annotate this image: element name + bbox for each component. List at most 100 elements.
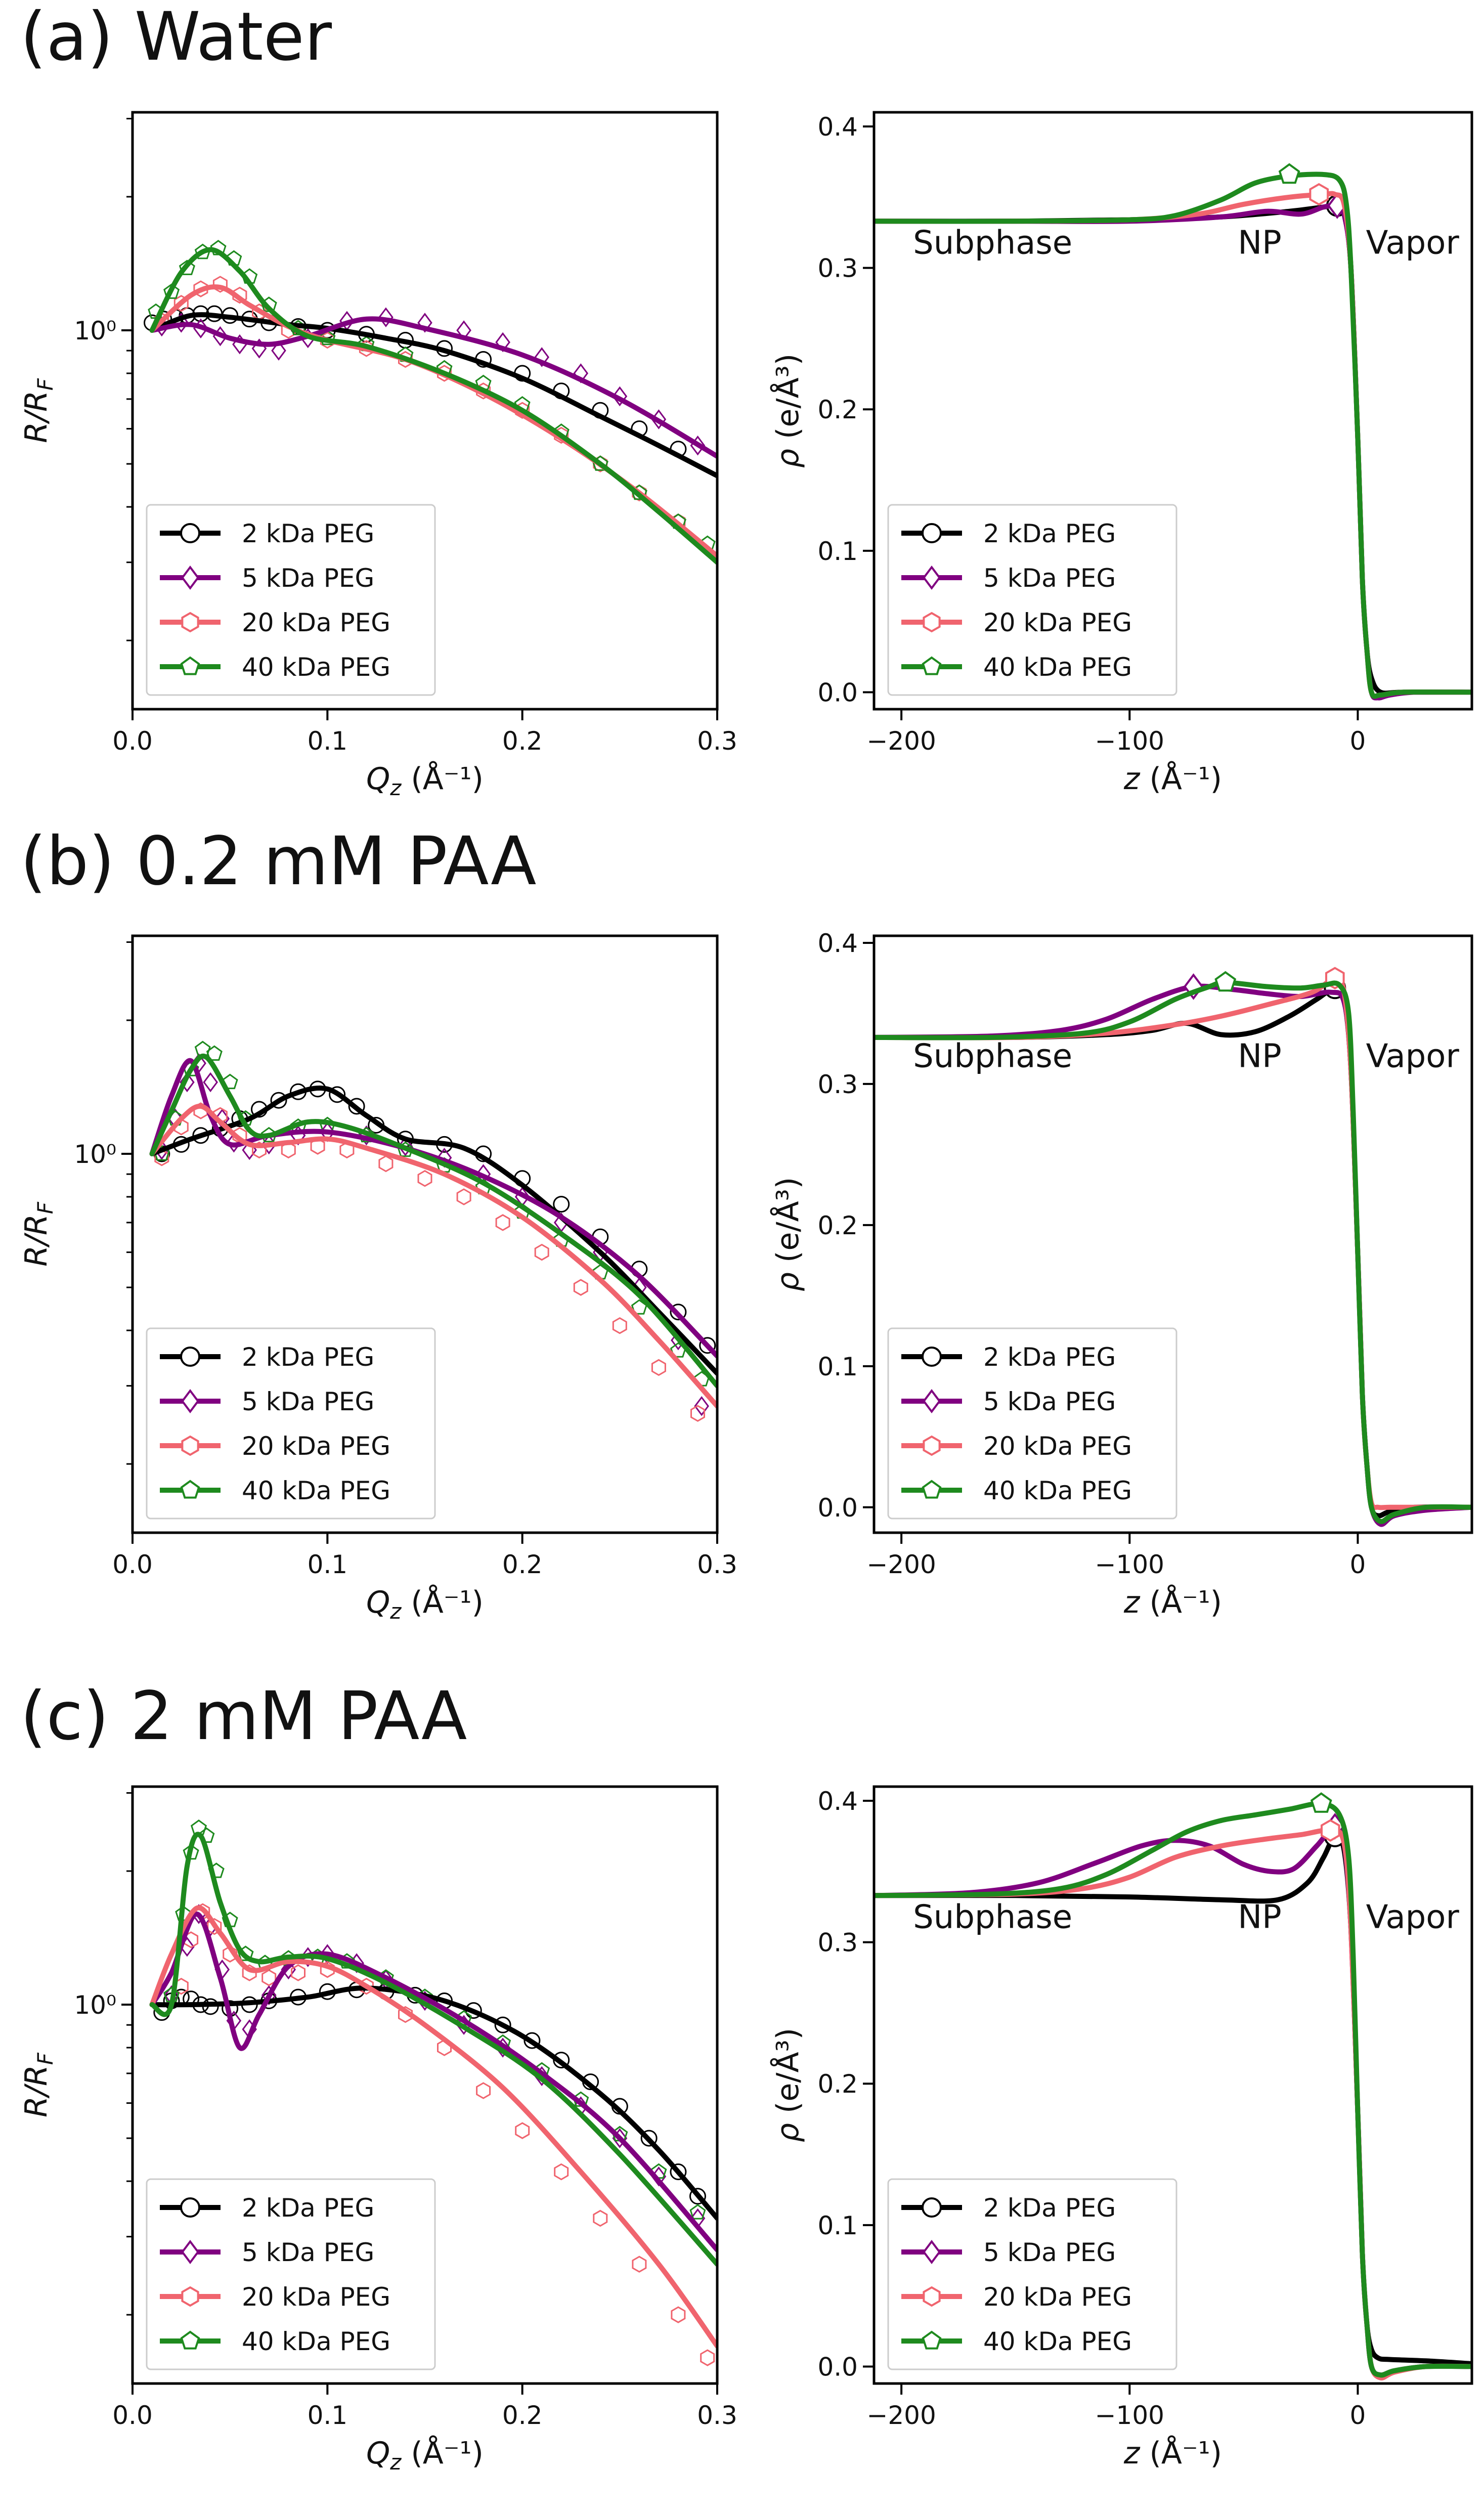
series-line-20-kda-peg	[149, 1103, 717, 1409]
data-point-2-kda-peg	[670, 1304, 687, 1321]
legend-marker-2-kda-peg	[922, 523, 942, 543]
data-point-20-kda-peg	[515, 2122, 530, 2139]
data-point-20-kda-peg	[573, 1279, 588, 1296]
x-tick-label: −100	[1095, 726, 1164, 756]
series-line-40-kda-peg	[874, 1801, 1472, 2378]
data-point-20-kda-peg	[291, 1964, 305, 1981]
x-tick-label: 0.0	[112, 1550, 153, 1579]
legend-label-40-kda-peg: 40 kDa PEG	[242, 2327, 390, 2356]
legend: 2 kDa PEG 5 kDa PEG 20 kDa PEG 40 kDa PEG	[887, 504, 1177, 696]
x-tick-label: 0.1	[308, 1550, 348, 1579]
chart-c-density: −200 −100 0 0.0 0.1 0.2 0.3 0.4 z (Å⁻¹) ρ (e/Å³) S…	[770, 1785, 1473, 2471]
x-tick-label: 0.2	[502, 1550, 543, 1579]
ticks: 0.0 0.1 0.2 0.3 10⁰	[74, 941, 737, 1579]
x-tick-label: −100	[1095, 2401, 1164, 2430]
data-point-20-kda-peg	[700, 2349, 715, 2366]
legend-box	[146, 504, 436, 696]
legend-label-5-kda-peg: 5 kDa PEG	[242, 1387, 374, 1416]
legend-marker-20-kda-peg	[923, 2286, 941, 2307]
data-point-20-kda-peg	[612, 1317, 627, 1334]
legend-marker-40-kda-peg	[180, 2330, 200, 2350]
legend-label-5-kda-peg: 5 kDa PEG	[242, 564, 374, 593]
x-tick-label: 0	[1350, 726, 1366, 756]
legend-marker-20-kda-peg	[181, 612, 199, 633]
data-point-20-kda-peg	[193, 280, 208, 297]
annotation-vapor: Vapor	[1366, 1899, 1460, 1936]
legend-label-40-kda-peg: 40 kDa PEG	[242, 1476, 390, 1505]
ticks: −200 −100 0 0.0 0.1 0.2 0.3 0.4	[817, 929, 1366, 1579]
legend-label-2-kda-peg: 2 kDa PEG	[242, 2193, 374, 2223]
data-point-2-kda-peg	[329, 1086, 346, 1103]
data-point-20-kda-peg	[476, 2082, 491, 2099]
legend-label-2-kda-peg: 2 kDa PEG	[983, 1342, 1116, 1372]
data-point-20-kda-peg	[671, 2306, 686, 2323]
legend-label-20-kda-peg: 20 kDa PEG	[983, 1432, 1132, 1461]
legend-label-2-kda-peg: 2 kDa PEG	[983, 519, 1116, 548]
annotation-vapor: Vapor	[1366, 1037, 1460, 1075]
legend-marker-5-kda-peg	[181, 2239, 199, 2265]
plot-area	[874, 1792, 1472, 2380]
plot-frame	[872, 1785, 1473, 2385]
legend-marker-20-kda-peg	[923, 612, 941, 633]
y-tick-label: 0.1	[817, 537, 858, 566]
data-point-2-kda-peg	[270, 1092, 287, 1109]
series-marker-40-kda-peg	[1310, 1792, 1332, 1813]
x-tick-label: 0	[1350, 1550, 1366, 1579]
data-point-20-kda-peg	[632, 2256, 647, 2273]
annotation-vapor: Vapor	[1366, 225, 1460, 262]
legend-label-2-kda-peg: 2 kDa PEG	[983, 2193, 1116, 2223]
data-point-20-kda-peg	[378, 1155, 394, 1173]
x-tick-label: 0.0	[112, 726, 153, 756]
legend-box	[146, 2178, 436, 2370]
data-point-2-kda-peg	[689, 2188, 706, 2205]
series-marker-20-kda-peg	[1309, 183, 1329, 206]
data-point-20-kda-peg	[651, 1359, 666, 1376]
annotation-np: NP	[1238, 225, 1281, 262]
legend: 2 kDa PEG 5 kDa PEG 20 kDa PEG 40 kDa PEG	[146, 2178, 436, 2370]
legend-marker-5-kda-peg	[923, 2239, 941, 2265]
legend-label-5-kda-peg: 5 kDa PEG	[242, 2238, 374, 2267]
legend-label-20-kda-peg: 20 kDa PEG	[242, 1432, 390, 1461]
x-tick-label: 0	[1350, 2401, 1366, 2430]
legend-marker-40-kda-peg	[922, 1480, 942, 1499]
x-tick-label: 0.3	[697, 1550, 737, 1579]
data-point-5-kda-peg	[398, 1136, 413, 1156]
series-line-5-kda-peg	[149, 1058, 717, 1359]
y-tick-label: 10⁰	[74, 1140, 116, 1169]
legend-label-5-kda-peg: 5 kDa PEG	[983, 1387, 1116, 1416]
x-axis-label: z (Å⁻¹)	[1123, 2435, 1222, 2471]
y-tick-label: 0.1	[817, 2211, 858, 2240]
data-point-20-kda-peg	[281, 1141, 296, 1159]
data-point-5-kda-peg	[534, 347, 549, 367]
series-line-5-kda-peg	[149, 316, 717, 459]
data-point-20-kda-peg	[495, 1214, 510, 1231]
data-point-20-kda-peg	[207, 1918, 222, 1935]
y-axis-label: R/RF	[19, 1201, 58, 1267]
x-axis-label: Qz (Å⁻¹)	[366, 1584, 484, 1624]
legend-marker-40-kda-peg	[922, 656, 942, 675]
y-tick-label: 0.1	[817, 1352, 858, 1381]
plot-frame	[131, 1785, 719, 2385]
data-point-5-kda-peg	[612, 386, 628, 407]
data-point-20-kda-peg	[593, 2209, 608, 2227]
legend-box	[887, 2178, 1177, 2370]
chart-b-density: −200 −100 0 0.0 0.1 0.2 0.3 0.4 z (Å⁻¹) ρ (e/Å³) S…	[770, 929, 1473, 1620]
legend-label-20-kda-peg: 20 kDa PEG	[242, 2282, 390, 2312]
data-point-40-kda-peg	[319, 329, 336, 345]
series-line-20-kda-peg	[149, 1905, 717, 2349]
y-tick-label: 10⁰	[74, 316, 116, 345]
data-point-2-kda-peg	[553, 1196, 570, 1213]
x-tick-label: 0.2	[502, 2401, 543, 2430]
y-axis-label: ρ (e/Å³)	[770, 1177, 806, 1291]
plot-area	[149, 1819, 717, 2366]
x-axis-label: z (Å⁻¹)	[1123, 761, 1222, 797]
y-tick-label: 0.2	[817, 395, 858, 424]
data-point-5-kda-peg	[281, 1959, 296, 1980]
legend-marker-5-kda-peg	[181, 565, 199, 590]
x-tick-label: −200	[866, 1550, 936, 1579]
data-point-2-kda-peg	[494, 2016, 511, 2033]
legend-marker-5-kda-peg	[923, 1389, 941, 1414]
data-point-40-kda-peg	[163, 283, 180, 299]
chart-b-reflectivity: 0.0 0.1 0.2 0.3 10⁰ Qz (Å⁻¹) R/RF 2 kDa PEG 5 kD…	[19, 934, 737, 1624]
chart-a-density: −200 −100 0 0.0 0.1 0.2 0.3 0.4 z (Å⁻¹) ρ (e/Å³) S…	[770, 111, 1473, 797]
